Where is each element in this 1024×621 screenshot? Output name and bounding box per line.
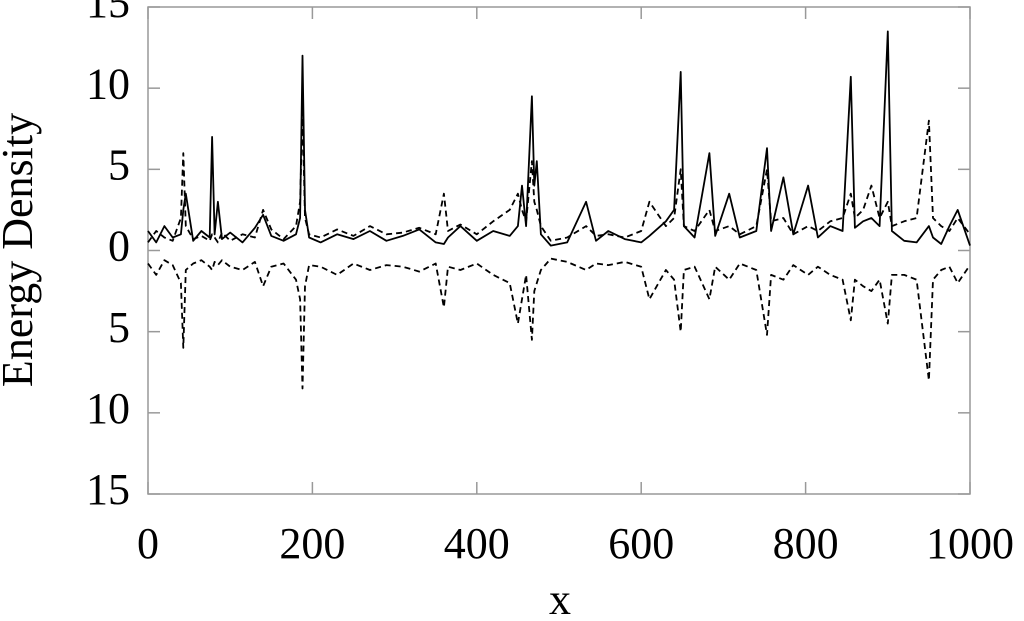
y-tick-label: 0 (108, 222, 130, 271)
series-line (147, 111, 971, 244)
y-tick-label: 10 (86, 59, 130, 108)
x-tick-label: 0 (137, 519, 159, 568)
x-tick-label: 600 (608, 519, 674, 568)
plot-frame (147, 6, 971, 495)
x-tick-label: 1000 (926, 519, 1014, 568)
y-tick-label: 10 (86, 384, 130, 433)
x-tick-label: 200 (279, 519, 345, 568)
x-axis-label: x (549, 575, 571, 621)
x-tick-label: 800 (773, 519, 839, 568)
y-tick-label: 15 (86, 465, 130, 514)
y-tick-label: 5 (108, 303, 130, 352)
y-tick-label: 15 (86, 0, 130, 27)
series-line (147, 30, 971, 247)
y-axis-label: Energy Density (0, 113, 42, 387)
series-line (147, 257, 971, 390)
y-tick-label: 5 (108, 140, 130, 189)
x-tick-label: 400 (444, 519, 510, 568)
